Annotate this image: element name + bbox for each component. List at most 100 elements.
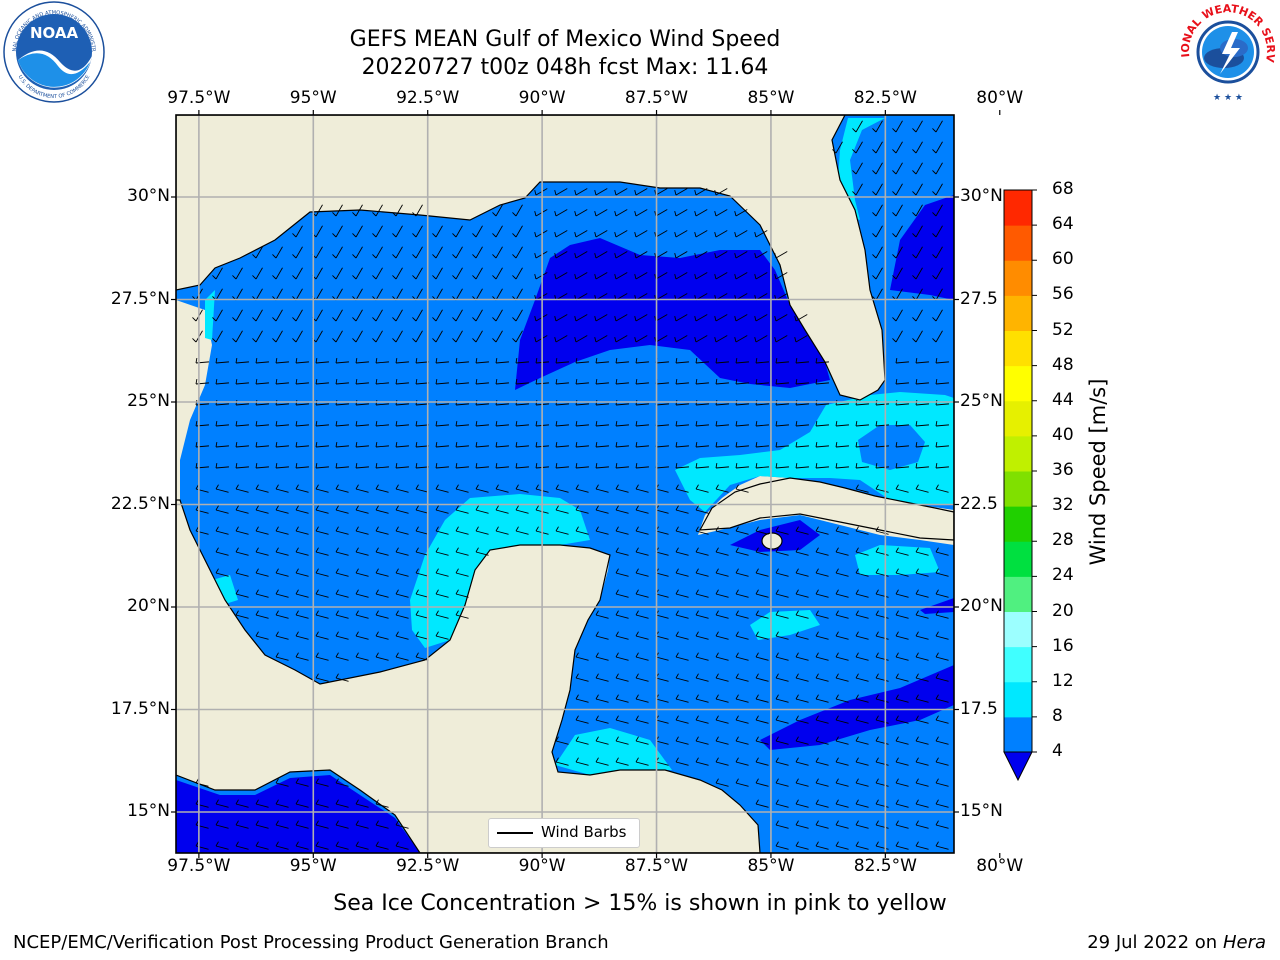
wind-barb: [932, 309, 943, 322]
wind-barb: [215, 820, 229, 829]
colorbar-segment: [1004, 576, 1032, 612]
wind-barb: [674, 272, 688, 280]
wind-barb: [435, 568, 449, 577]
wind-barb: [774, 272, 788, 280]
colorbar-segment: [1004, 225, 1032, 261]
colorbar-segment: [1004, 365, 1032, 402]
wind-barb: [452, 267, 463, 280]
wind-barb: [935, 652, 949, 661]
wind-barb: [835, 652, 849, 661]
wind-barb: [774, 251, 788, 259]
wind-barb: [252, 267, 263, 280]
wind-barb: [255, 841, 269, 850]
wind-barb: [332, 330, 343, 343]
wind-barb: [715, 610, 729, 619]
wind-barb: [315, 673, 329, 682]
wind-barb: [355, 526, 369, 535]
wind-barb: [255, 610, 269, 619]
wind-barb: [872, 120, 883, 133]
wind-barb: [875, 757, 889, 766]
colorbar: [1003, 189, 1037, 782]
wind-barb: [495, 505, 509, 514]
wind-barb: [855, 441, 869, 448]
wind-barb: [932, 267, 943, 280]
wind-barb: [355, 420, 369, 427]
wind-barb: [935, 778, 949, 787]
wind-barb: [295, 420, 309, 427]
wind-barb: [475, 505, 489, 514]
wind-barb: [795, 568, 809, 577]
wind-barb: [635, 589, 649, 598]
wind-barb: [555, 484, 569, 493]
wind-barb: [275, 778, 289, 787]
wind-barb: [855, 568, 869, 577]
wind-barb: [575, 484, 589, 493]
colorbar-segment: [1004, 435, 1032, 472]
wind-barb: [912, 183, 923, 196]
wind-barb: [372, 225, 383, 238]
wind-barb: [272, 246, 283, 259]
wind-barb: [594, 272, 608, 280]
wind-barb: [634, 251, 648, 259]
wind-barb: [815, 610, 829, 619]
wind-barb: [855, 820, 869, 829]
wind-barb: [695, 652, 709, 661]
wind-barb: [412, 225, 423, 238]
wind-barb: [335, 820, 349, 829]
wind-barb: [875, 694, 889, 703]
y-tick-label-right: 25°N: [960, 391, 1003, 411]
wind-barb: [892, 309, 903, 322]
wind-barb: [895, 820, 909, 829]
wind-barb: [935, 589, 949, 598]
wind-barb: [575, 694, 589, 703]
wind-barb: [515, 505, 529, 514]
wind-barb: [615, 547, 629, 556]
wind-barb: [815, 715, 829, 724]
wind-barb: [875, 441, 889, 448]
wind-barb: [615, 462, 629, 469]
wind-barb: [915, 484, 929, 493]
wind-barb: [295, 799, 309, 808]
wind-barb: [755, 441, 769, 448]
wind-barb: [335, 378, 349, 385]
wind-barb: [315, 799, 329, 808]
wind-barb: [755, 631, 769, 640]
wind-barb: [555, 420, 569, 427]
wind-barb: [735, 757, 749, 766]
wind-barb: [415, 547, 429, 556]
colorbar-segment: [1004, 506, 1032, 542]
wind-barb: [235, 462, 249, 469]
wind-barb: [255, 799, 269, 808]
wind-barb: [515, 420, 529, 427]
map-tick-marks: [171, 110, 1001, 858]
wind-barb: [255, 589, 269, 598]
wind-barb: [912, 267, 923, 280]
wind-barb: [714, 251, 728, 259]
wind-barb: [634, 188, 648, 196]
wind-barb: [415, 420, 429, 427]
wind-barb: [515, 462, 529, 469]
wind-barb: [694, 209, 708, 217]
wind-barb: [215, 357, 229, 364]
wind-barb: [675, 568, 689, 577]
wind-barb: [475, 484, 489, 493]
wind-barb: [635, 505, 649, 514]
wind-barb: [635, 357, 649, 364]
wind-barb: [315, 357, 329, 364]
wind-barb: [455, 441, 469, 448]
wind-barb: [235, 526, 249, 535]
wind-barb: [574, 251, 588, 259]
wind-barb: [315, 652, 329, 661]
wind-barb: [875, 652, 889, 661]
wind-barb: [215, 505, 229, 514]
wind-barb: [895, 778, 909, 787]
wind-barb: [252, 246, 263, 259]
wind-barb: [275, 820, 289, 829]
wind-barb: [775, 841, 789, 850]
wind-barb: [915, 547, 929, 556]
wind-barb: [415, 505, 429, 514]
wind-barb: [855, 526, 869, 535]
wind-barb: [735, 441, 749, 448]
wind-barb: [554, 335, 568, 343]
wind-barb: [295, 484, 309, 493]
